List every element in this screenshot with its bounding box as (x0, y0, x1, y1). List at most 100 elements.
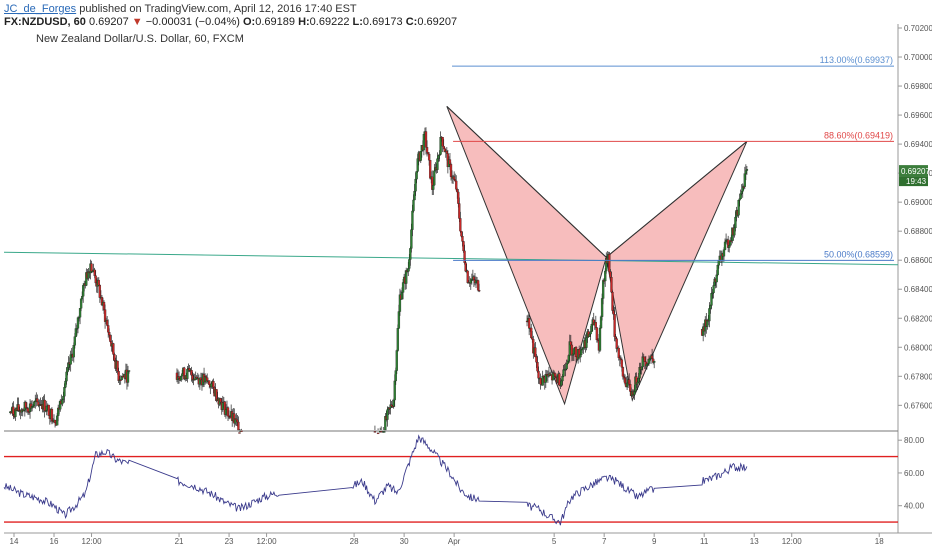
time-tick-label: 12:00 (782, 537, 803, 546)
candle-down (537, 370, 540, 379)
price-tick-label: 0.70000 (904, 53, 932, 62)
candle-down (615, 338, 618, 349)
fib-level-label: 50.00%(0.68599) (824, 249, 893, 259)
candles-group (9, 127, 749, 435)
candle-up (432, 184, 435, 190)
high-value: 0.69222 (309, 16, 350, 28)
high-label: H: (298, 16, 310, 28)
candle-down (610, 277, 613, 293)
price-tick-label: 0.68200 (904, 314, 932, 323)
publish-text: published on TradingView.com, April 12, … (79, 3, 357, 15)
fib-level-label: 113.00%(0.69937) (820, 55, 893, 65)
candle-down (425, 147, 429, 153)
time-tick-label: 11 (700, 537, 709, 546)
rsi-tick-label: 40.00 (904, 502, 925, 511)
candle-down (613, 313, 616, 337)
price-tick-label: 0.68400 (904, 285, 932, 294)
candle-up (433, 170, 436, 186)
price-tick-label: 0.67600 (904, 401, 932, 410)
candle-down (380, 431, 383, 433)
candle-up (598, 327, 602, 351)
time-tick-label: 21 (175, 537, 184, 546)
time-tick-label: 18 (875, 537, 884, 546)
candle-up (738, 198, 741, 201)
price-tick-label: 0.68000 (904, 343, 932, 352)
time-tick-label: 30 (400, 537, 409, 546)
candle-up (412, 199, 415, 212)
last-price: 0.69207 (88, 16, 129, 28)
candle-down (574, 347, 578, 358)
candle-down (527, 318, 531, 329)
time-tick-label: 14 (10, 537, 19, 546)
price-tick-label: 0.70200 (904, 24, 932, 33)
candle-up (396, 328, 400, 351)
price-axis-area (898, 0, 932, 550)
candle-up (73, 336, 77, 346)
countdown-marker: 19:43 (906, 177, 927, 186)
candle-down (208, 380, 211, 385)
rsi-tick-label: 60.00 (904, 469, 925, 478)
candle-down (240, 430, 243, 432)
pattern-triangle-xab (446, 106, 607, 406)
candle-up (383, 431, 386, 433)
open-value: 0.69189 (255, 16, 295, 28)
time-tick-label: 16 (50, 537, 59, 546)
candle-down (620, 359, 624, 368)
candle-down (90, 263, 93, 272)
publish-line: JC_de_Forges published on TradingView.co… (4, 3, 357, 15)
time-tick-label: 12:00 (257, 537, 278, 546)
candle-up (745, 169, 749, 171)
time-tick-label: 5 (552, 537, 557, 546)
candle-up (633, 391, 636, 395)
candle-down (376, 432, 380, 435)
symbol-label: FX:NZDUSD, 60 (4, 16, 86, 28)
last-price-box (899, 165, 928, 177)
down-arrow-icon: ▼ (131, 16, 143, 28)
last-price-marker: 0.69207 (901, 167, 930, 176)
candle-up (589, 331, 592, 335)
pattern-triangle-bcd (605, 140, 748, 402)
price-tick-label: 0.69800 (904, 82, 932, 91)
fib-level-label: 88.60%(0.69419) (824, 130, 893, 140)
candle-down (461, 236, 464, 242)
price-tick-label: 0.69000 (904, 198, 932, 207)
countdown-box (899, 176, 928, 187)
candle-down (594, 322, 597, 328)
rsi-tick-label: 80.00 (904, 436, 925, 445)
quote-line: FX:NZDUSD, 60 0.69207 ▼ −0.00031 (−0.04%… (4, 16, 457, 28)
candle-down (43, 399, 46, 412)
candle-down (373, 431, 377, 433)
time-tick-label: 23 (225, 537, 234, 546)
candle-up (647, 358, 651, 364)
price-tick-label: 0.69600 (904, 111, 932, 120)
candle-up (401, 282, 405, 293)
price-change: −0.00031 (−0.04%) (145, 16, 240, 28)
time-tick-label: 9 (652, 537, 657, 546)
candle-down (459, 218, 462, 232)
pattern-leg-bd (605, 140, 748, 258)
time-tick-label: 12:00 (82, 537, 103, 546)
candle-down (26, 408, 30, 412)
time-tick-label: 13 (750, 537, 759, 546)
candle-up (653, 360, 656, 363)
time-tick-label: Apr (448, 537, 461, 546)
candle-up (712, 285, 715, 294)
rsi-line (3, 434, 748, 526)
author-link[interactable]: JC_de_Forges (4, 3, 77, 15)
time-tick-label: 28 (350, 537, 359, 546)
candle-up (411, 210, 414, 230)
candle-up (63, 387, 66, 397)
low-value: 0.69173 (362, 16, 403, 28)
candle-up (722, 249, 726, 257)
pattern-leg-xb (446, 106, 607, 258)
candle-down (238, 432, 241, 434)
candle-up (395, 350, 398, 371)
time-tick-label: 7 (602, 537, 607, 546)
open-label: O: (243, 16, 256, 28)
instrument-title: New Zealand Dollar/U.S. Dollar, 60, FXCM (36, 33, 244, 45)
candle-up (562, 369, 565, 377)
candle-down (608, 254, 611, 272)
candle-up (717, 260, 720, 266)
